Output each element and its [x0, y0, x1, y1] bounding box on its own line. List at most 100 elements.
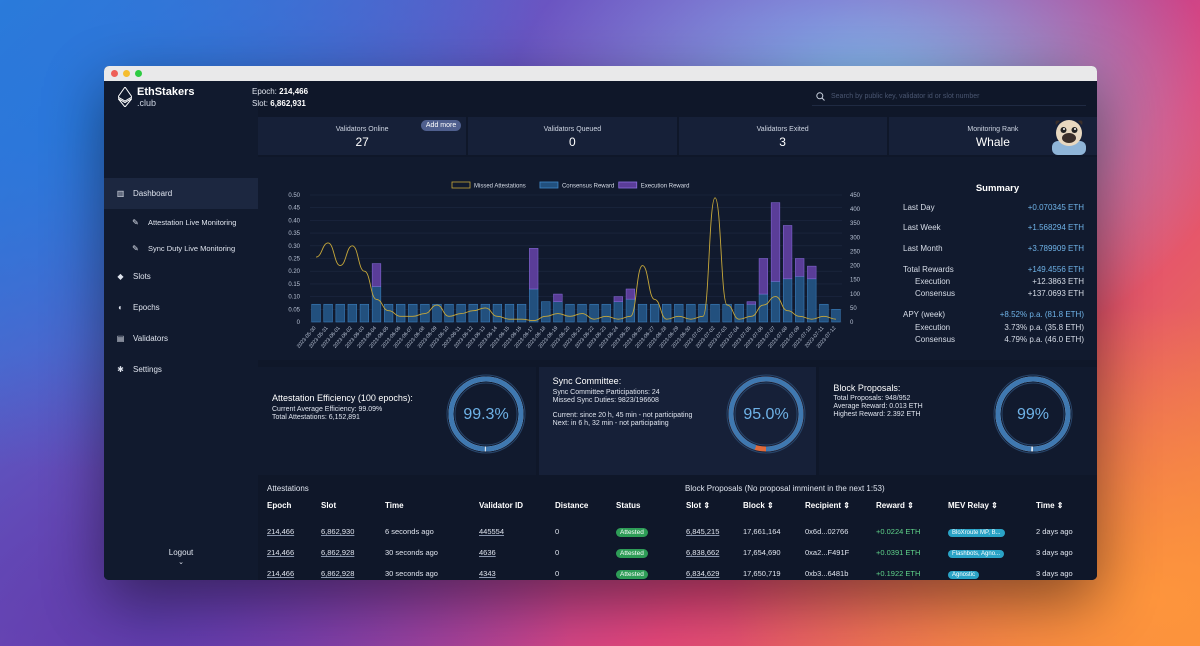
chain-status: Epoch: 214,466 Slot: 6,862,931: [252, 86, 308, 110]
server-icon: ▤: [116, 334, 125, 343]
y-tick-left: 0.25: [288, 257, 300, 263]
sidebar-item-settings[interactable]: ✱ Settings: [104, 354, 258, 385]
table-cell: 30 seconds ago: [385, 569, 438, 578]
donut-outer-ring: [446, 374, 526, 454]
sidebar-item-validators[interactable]: ▤ Validators: [104, 323, 258, 354]
search-input[interactable]: Search by public key, validator id or sl…: [812, 88, 1086, 106]
table-row: 6,845,215 17,661,164 0x6d...02766 +0.0224 E…: [258, 521, 1097, 542]
panel-title: Block Proposals:: [833, 383, 901, 393]
summary-value: 3.73% p.a. (35.8 ETH): [1004, 323, 1084, 332]
consensus-bar: [722, 303, 732, 323]
y-tick-left: 0.40: [288, 218, 300, 224]
logout-label: Logout: [168, 548, 194, 557]
summary-last-month: Last Month +3.789909 ETH: [898, 244, 1084, 253]
sidebar-item-label: Slots: [133, 272, 151, 281]
table-cell: 6,845,215: [686, 521, 719, 542]
stat-monitoring-rank: Monitoring Rank Whale: [888, 117, 1097, 155]
table-link[interactable]: 6,845,215: [686, 527, 720, 536]
column-header[interactable]: Status: [616, 501, 641, 510]
rewards-chart-panel: 0 0.05 0.10 0.15 0.20 0.25 0.30 0.35 0.40 0.45 0.5…: [258, 157, 1097, 360]
summary-label: Consensus: [915, 335, 956, 344]
column-header[interactable]: Epoch: [267, 501, 292, 510]
table-link[interactable]: 214,466: [267, 548, 295, 557]
column-header[interactable]: Reward ⇕: [876, 501, 914, 510]
attestations-title: Attestations: [267, 484, 309, 493]
table-link[interactable]: 6,838,662: [686, 548, 720, 557]
table-link[interactable]: 4343: [479, 569, 496, 578]
panel-title: Sync Committee:: [552, 376, 622, 386]
consensus-bar: [734, 303, 744, 323]
legend-swatch: [451, 181, 471, 189]
column-header[interactable]: Distance: [555, 501, 589, 510]
table-row: 214,466 6,862,928 30 seconds ago 4636 0 Attes…: [258, 542, 668, 563]
rewards-chart: 0 0.05 0.10 0.15 0.20 0.25 0.30 0.35 0.40 0.45 0.5…: [288, 181, 861, 350]
column-header[interactable]: Slot: [321, 501, 337, 510]
sidebar-item-label: Sync Duty Live Monitoring: [148, 243, 236, 253]
table-link[interactable]: 6,862,928: [321, 569, 355, 578]
summary-value: +149.4556 ETH: [1027, 265, 1084, 274]
column-header[interactable]: Recipient ⇕: [805, 501, 850, 510]
column-header[interactable]: MEV Relay ⇕: [948, 501, 998, 510]
summary-apy-execution: Execution 3.73% p.a. (35.8 ETH): [898, 323, 1084, 332]
table-row: 6,838,662 17,654,690 0xa2...F491F +0.0391 E…: [258, 542, 1097, 563]
table-link[interactable]: 214,466: [267, 527, 295, 536]
sidebar-item-dashboard[interactable]: ▥ Dashboard: [104, 178, 258, 209]
add-more-button[interactable]: Add more: [420, 120, 462, 131]
table-cell: 6,834,629: [686, 563, 719, 580]
summary-label: Consensus: [915, 289, 956, 298]
y-tick-left: 0.50: [288, 193, 300, 199]
legend-label[interactable]: Consensus Reward: [562, 184, 614, 190]
brand-logo[interactable]: EthStakers .club: [118, 86, 194, 108]
panel-line: Total Attestations: 6,152,891: [272, 414, 360, 421]
sidebar-item-sync-duty-live[interactable]: ✎ Sync Duty Live Monitoring: [104, 235, 258, 261]
pug-avatar: [1052, 120, 1086, 155]
brand-sub: .club: [137, 98, 157, 108]
app: EthStakers .club ▥ Dashboard ✎ Attestation…: [104, 81, 1097, 580]
legend-label[interactable]: Missed Attestations: [474, 184, 526, 190]
sync-donut: 95.0%: [726, 374, 806, 454]
table-cell: Attested: [616, 542, 648, 564]
table-row: 214,466 6,862,928 30 seconds ago 4343 0 Attes…: [258, 563, 668, 580]
column-header[interactable]: Slot ⇕: [686, 501, 711, 510]
consensus-bar: [492, 303, 503, 323]
legend-label[interactable]: Execution Reward: [641, 184, 690, 190]
table-cell: +0.0224 ETH: [876, 521, 920, 542]
summary-last-day: Last Day +0.070345 ETH: [898, 203, 1084, 212]
column-header[interactable]: Time: [385, 501, 404, 510]
sidebar-item-label: Validators: [133, 334, 168, 343]
column-header[interactable]: Time ⇕: [1036, 501, 1064, 510]
close-window-button[interactable]: [111, 70, 118, 77]
sidebar-item-slots[interactable]: ◆ Slots: [104, 261, 258, 292]
table-link[interactable]: 214,466: [267, 569, 295, 578]
summary-label: Last Month: [903, 244, 943, 253]
table-link[interactable]: 6,862,928: [321, 548, 355, 557]
table-cell: 6,862,928: [321, 563, 354, 580]
logout-button[interactable]: Logout ⌄: [104, 548, 258, 566]
donut-outer-ring: [726, 374, 806, 454]
execution-bar: [746, 301, 756, 305]
table-link[interactable]: 6,862,930: [321, 527, 355, 536]
table-link[interactable]: 6,834,629: [686, 569, 720, 578]
consensus-bar: [686, 303, 696, 323]
table-cell: 0: [555, 548, 560, 557]
column-header[interactable]: Block ⇕: [743, 501, 774, 510]
table-cell: +0.0391 ETH: [876, 542, 920, 563]
table-link[interactable]: 445554: [479, 527, 505, 536]
y-tick-right: 250: [850, 249, 861, 255]
tables-area: Attestations Epoch Slot Time Validator ID Di…: [258, 477, 1097, 580]
table-row: 6,834,629 17,650,719 0xb3...6481b +0.1922 E…: [258, 563, 1097, 580]
consensus-bar: [480, 303, 490, 323]
sidebar-item-attestation-live[interactable]: ✎ Attestation Live Monitoring: [104, 209, 258, 235]
consensus-bar: [516, 303, 527, 323]
minimize-window-button[interactable]: [123, 70, 130, 77]
summary-value: +8.52% p.a. (81.8 ETH): [999, 310, 1084, 319]
table-link[interactable]: 4636: [479, 548, 496, 557]
maximize-window-button[interactable]: [135, 70, 142, 77]
consensus-bar: [432, 303, 442, 323]
sidebar-item-epochs[interactable]: ◐ Epochs: [104, 292, 258, 323]
search-icon: [816, 92, 825, 101]
table-cell: 445554: [479, 521, 504, 542]
y-tick-right: 200: [850, 264, 861, 270]
donut-fill: [995, 376, 1071, 452]
column-header[interactable]: Validator ID: [479, 501, 524, 510]
